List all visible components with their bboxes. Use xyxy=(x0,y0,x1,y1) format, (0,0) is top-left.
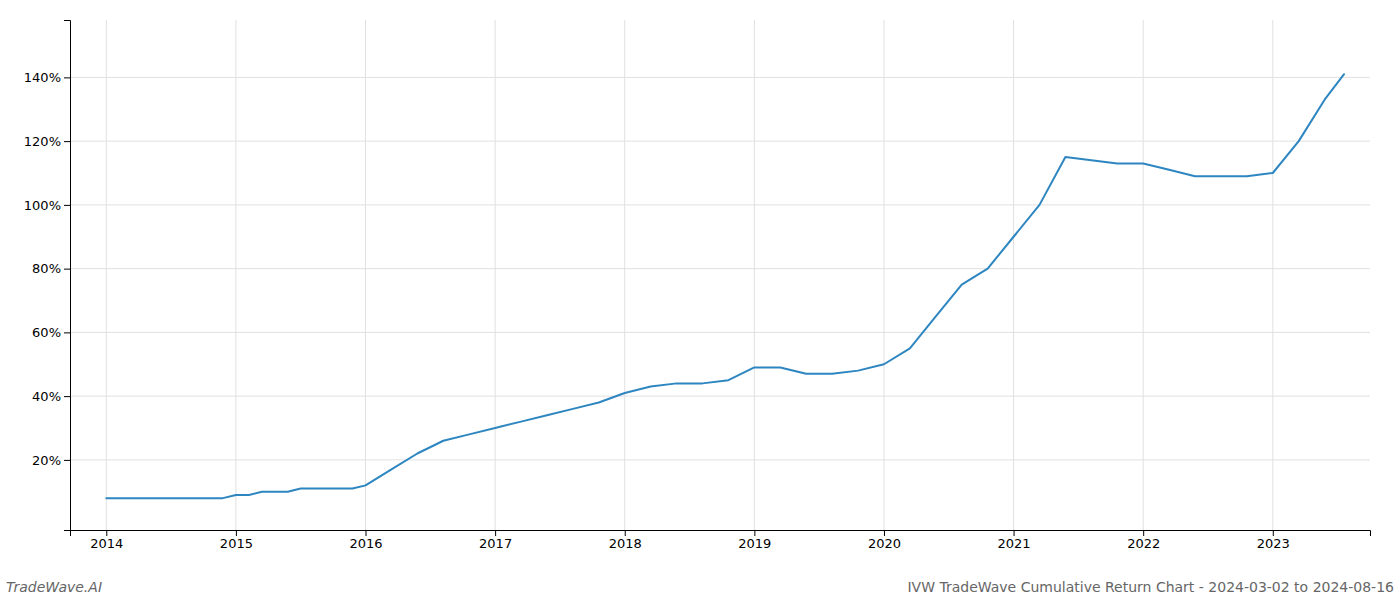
marks xyxy=(106,74,1344,498)
x-tick-mark xyxy=(366,530,367,536)
y-tick: 120% xyxy=(24,134,70,149)
grid-line xyxy=(70,204,1370,205)
grid xyxy=(70,20,1370,530)
x-tick-mark xyxy=(754,530,755,536)
grid-line xyxy=(1272,20,1273,530)
x-tick: 2019 xyxy=(738,530,771,551)
grid-line xyxy=(70,396,1370,397)
y-tick-mark xyxy=(64,460,70,461)
x-tick-label: 2016 xyxy=(349,536,382,551)
x-tick-label: 2015 xyxy=(220,536,253,551)
grid-line xyxy=(754,20,755,530)
x-tick-label: 2014 xyxy=(90,536,123,551)
x-tick: 2017 xyxy=(479,530,512,551)
y-tick: 20% xyxy=(32,453,70,468)
x-tick: 2018 xyxy=(609,530,642,551)
y-tick-label: 120% xyxy=(24,134,61,149)
texts: TradeWave.AI IVW TradeWave Cumulative Ret… xyxy=(6,579,1394,595)
y-tick-mark xyxy=(64,332,70,333)
y-tick: 40% xyxy=(32,389,70,404)
y-tick-label: 100% xyxy=(24,198,61,213)
plot: 2014 2015 2016 2017 2018 2019 2020 2021 2022 2023… xyxy=(24,20,1371,551)
y-tick-mark xyxy=(64,396,70,397)
x-tick-mark xyxy=(495,530,496,536)
x-tick-mark xyxy=(1273,530,1274,536)
x-tick-mark xyxy=(236,530,237,536)
grid-line xyxy=(70,141,1370,142)
y-tick: 100% xyxy=(24,198,70,213)
y-axis-line xyxy=(64,21,71,531)
x-axis-line xyxy=(71,531,1371,537)
grid-line xyxy=(624,20,625,530)
y-tick-label: 140% xyxy=(24,70,61,85)
grid-line xyxy=(70,268,1370,269)
title: IVW TradeWave Cumulative Return Chart - … xyxy=(907,579,1394,595)
y-tick: 80% xyxy=(32,261,70,276)
grid-line xyxy=(883,20,884,530)
x-tick: 2014 xyxy=(90,530,123,551)
y-tick-label: 20% xyxy=(32,453,61,468)
x-tick-label: 2018 xyxy=(609,536,642,551)
grid-line xyxy=(235,20,236,530)
x-tick-label: 2021 xyxy=(998,536,1031,551)
chart: 2014 2015 2016 2017 2018 2019 2020 2021 2022 2023… xyxy=(0,0,1400,600)
x-tick-mark xyxy=(884,530,885,536)
x-tick: 2020 xyxy=(868,530,901,551)
x-tick-mark xyxy=(625,530,626,536)
grid-line xyxy=(70,459,1370,460)
x-tick-label: 2020 xyxy=(868,536,901,551)
x-tick-mark xyxy=(1143,530,1144,536)
x-tick-label: 2023 xyxy=(1257,536,1290,551)
y-tick-label: 80% xyxy=(32,261,61,276)
grid-line xyxy=(70,332,1370,333)
grid-line xyxy=(1013,20,1014,530)
y-axis: 20% 40% 60% 80% 100% 120% 140% xyxy=(24,21,71,531)
watermark: TradeWave.AI xyxy=(6,579,102,595)
y-tick-mark xyxy=(64,205,70,206)
x-tick-mark xyxy=(106,530,107,536)
x-tick: 2016 xyxy=(349,530,382,551)
y-tick-label: 40% xyxy=(32,389,61,404)
x-tick-label: 2019 xyxy=(738,536,771,551)
y-tick-mark xyxy=(64,77,70,78)
y-tick: 140% xyxy=(24,70,70,85)
x-axis: 2014 2015 2016 2017 2018 2019 2020 2021 2022 2023 xyxy=(71,530,1371,551)
grid-line xyxy=(70,77,1370,78)
x-tick: 2021 xyxy=(998,530,1031,551)
y-tick-mark xyxy=(64,141,70,142)
x-tick: 2015 xyxy=(220,530,253,551)
x-tick-label: 2017 xyxy=(479,536,512,551)
x-tick-mark xyxy=(1014,530,1015,536)
grid-line xyxy=(106,20,107,530)
grid-line xyxy=(1143,20,1144,530)
y-tick-label: 60% xyxy=(32,325,61,340)
y-tick: 60% xyxy=(32,325,70,340)
grid-line xyxy=(365,20,366,530)
grid-line xyxy=(495,20,496,530)
line xyxy=(106,74,1344,498)
x-tick: 2023 xyxy=(1257,530,1290,551)
x-tick: 2022 xyxy=(1127,530,1160,551)
x-tick-label: 2022 xyxy=(1127,536,1160,551)
y-tick-mark xyxy=(64,269,70,270)
